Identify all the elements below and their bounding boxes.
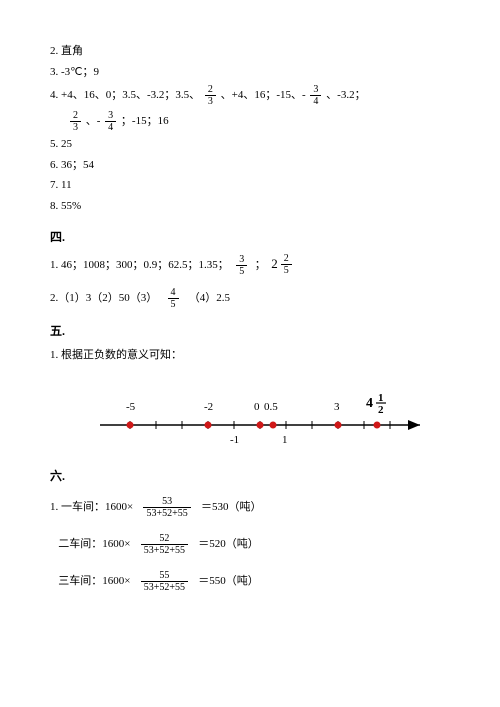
ans-6-3: 三车间：1600× 5553+52+55 ＝550（吨） [50, 570, 450, 593]
t: 1. 一车间：1600× [50, 501, 133, 513]
ans-3-4a: 4. +4、16、0；3.5、-3.2；3.5、 23 、+4、16；-15、-… [50, 84, 450, 107]
frac-4-5: 45 [168, 287, 179, 310]
ans-3-5: 5. 25 [50, 136, 450, 154]
frac-52: 5253+52+55 [141, 533, 188, 556]
t: 三车间：1600× [58, 575, 130, 587]
svg-text:0: 0 [254, 401, 260, 413]
t: 、+4、16；-15、- [221, 89, 306, 101]
t: ＝530（吨） [201, 501, 262, 513]
svg-text:1: 1 [378, 392, 384, 404]
svg-text:-1: -1 [230, 434, 239, 446]
frac-53: 5353+52+55 [143, 496, 190, 519]
section-4: 四. [50, 228, 450, 247]
svg-text:2: 2 [378, 404, 384, 416]
t: ＝550（吨） [198, 575, 259, 587]
ans-3-4b: 23 、- 34 ；-15；16 [50, 110, 450, 133]
ans-6-2: 二车间：1600× 5253+52+55 ＝520（吨） [50, 533, 450, 556]
section-6: 六. [50, 467, 450, 486]
t: 二车间：1600× [58, 538, 130, 550]
svg-text:4: 4 [366, 396, 373, 411]
ans-3-3: 3. -3℃；9 [50, 64, 450, 82]
t: ； [255, 259, 266, 271]
t: 2.（1）3（2）50（3） [50, 292, 157, 304]
number-line: -5-2-100.513412 [70, 375, 450, 455]
section-5: 五. [50, 322, 450, 341]
svg-text:3: 3 [334, 401, 340, 413]
svg-text:-5: -5 [126, 401, 136, 413]
t: 4. +4、16、0；3.5、-3.2；3.5、 [50, 89, 200, 101]
ans-3-6: 6. 36；54 [50, 157, 450, 175]
t: ＝520（吨） [198, 538, 259, 550]
mixed-2-2-5: 225 [271, 253, 294, 276]
svg-text:1: 1 [282, 434, 288, 446]
t: ；-15；16 [121, 115, 169, 127]
svg-text:0.5: 0.5 [264, 401, 278, 413]
frac-55: 5553+52+55 [141, 570, 188, 593]
ans-3-2: 2. 直角 [50, 43, 450, 61]
frac-2-3: 23 [70, 110, 81, 133]
frac-3-4: 34 [105, 110, 116, 133]
ans-4-2: 2.（1）3（2）50（3） 45 （4）2.5 [50, 287, 450, 310]
frac-3-4: 34 [310, 84, 321, 107]
ans-3-7: 7. 11 [50, 177, 450, 195]
ans-4-1: 1. 46；1008；300；0.9；62.5；1.35； 35 ； 225 [50, 253, 450, 277]
frac-3-5: 35 [236, 254, 247, 277]
t: 、- [86, 115, 101, 127]
ans-3-8: 8. 55% [50, 198, 450, 216]
svg-text:-2: -2 [204, 401, 213, 413]
t: （4）2.5 [189, 292, 230, 304]
t: 、-3.2； [326, 89, 365, 101]
ans-5-1: 1. 根据正负数的意义可知： [50, 347, 450, 365]
t: 1. 46；1008；300；0.9；62.5；1.35； [50, 259, 229, 271]
frac-2-3: 23 [205, 84, 216, 107]
ans-6-1: 1. 一车间：1600× 5353+52+55 ＝530（吨） [50, 496, 450, 519]
